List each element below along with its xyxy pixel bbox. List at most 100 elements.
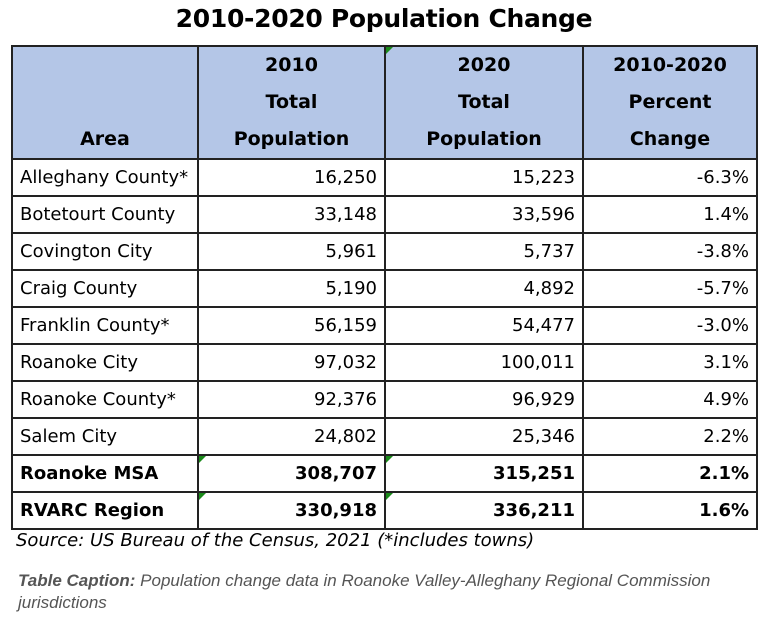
cell-pop2010: 5,961 — [197, 232, 386, 271]
cell-change: -5.7% — [582, 269, 758, 308]
cell-change: 2.2% — [582, 417, 758, 456]
header-2010-population: 2010 Total Population — [197, 45, 386, 160]
header-line: 2010 — [265, 54, 318, 76]
comment-marker-icon — [199, 456, 206, 463]
cell-value: 330,918 — [295, 500, 377, 521]
cell-value: 2.1% — [699, 463, 749, 484]
header-2020-population: 2020 Total Population — [384, 45, 584, 160]
cell-change: 4.9% — [582, 380, 758, 419]
population-table: Area 2010 Total Population 2020 Total Populati… — [11, 45, 758, 530]
cell-pop2010: 92,376 — [197, 380, 386, 419]
cell-value: 33,596 — [512, 204, 575, 225]
cell-value: 1.6% — [699, 500, 749, 521]
header-line: Percent — [628, 91, 712, 113]
table-title: 2010-2020 Population Change — [175, 4, 593, 33]
cell-value: 5,737 — [523, 241, 575, 262]
cell-value: 56,159 — [314, 315, 377, 336]
header-line: Total — [458, 91, 510, 113]
cell-value: 3.1% — [703, 352, 749, 373]
cell-pop2020: 96,929 — [384, 380, 584, 419]
cell-value: Alleghany County* — [20, 167, 189, 188]
cell-pop2020: 5,737 — [384, 232, 584, 271]
cell-value: -6.3% — [696, 167, 749, 188]
header-line: Population — [426, 128, 542, 150]
cell-pop2020: 54,477 — [384, 306, 584, 345]
cell-value: 54,477 — [512, 315, 575, 336]
header-line: Area — [80, 128, 130, 150]
header-line: 2010-2020 — [613, 54, 727, 76]
cell-value: 2.2% — [703, 426, 749, 447]
cell-value: 336,211 — [493, 500, 575, 521]
header-line: Population — [233, 128, 350, 150]
header-line: Change — [629, 128, 711, 150]
cell-value: 100,011 — [500, 352, 575, 373]
cell-change: 2.1% — [582, 454, 758, 493]
cell-area: Franklin County* — [11, 306, 199, 345]
cell-value: Covington City — [20, 241, 153, 262]
cell-pop2010: 308,707 — [197, 454, 386, 493]
cell-value: 16,250 — [314, 167, 377, 188]
cell-value: 25,346 — [512, 426, 575, 447]
cell-value: -3.0% — [696, 315, 749, 336]
table-row: Alleghany County* 16,250 15,223 -6.3% — [11, 158, 758, 197]
cell-change: 3.1% — [582, 343, 758, 382]
table-row: Botetourt County 33,148 33,596 1.4% — [11, 195, 758, 234]
header-area: Area — [11, 45, 199, 160]
cell-value: 315,251 — [493, 463, 575, 484]
cell-area: Roanoke City — [11, 343, 199, 382]
cell-value: Botetourt County — [20, 204, 176, 225]
table-row: Roanoke County* 92,376 96,929 4.9% — [11, 380, 758, 419]
table-row: Salem City 24,802 25,346 2.2% — [11, 417, 758, 456]
table-row: Craig County 5,190 4,892 -5.7% — [11, 269, 758, 308]
comment-marker-icon — [386, 493, 393, 500]
cell-value: Salem City — [20, 426, 118, 447]
cell-area: RVARC Region — [11, 491, 199, 530]
cell-area: Salem City — [11, 417, 199, 456]
cell-pop2010: 5,190 — [197, 269, 386, 308]
cell-pop2010: 97,032 — [197, 343, 386, 382]
cell-pop2010: 24,802 — [197, 417, 386, 456]
cell-area: Craig County — [11, 269, 199, 308]
cell-value: -5.7% — [696, 278, 749, 299]
cell-area: Alleghany County* — [11, 158, 199, 197]
cell-pop2020: 25,346 — [384, 417, 584, 456]
cell-area: Covington City — [11, 232, 199, 271]
cell-value: 33,148 — [314, 204, 377, 225]
cell-change: -6.3% — [582, 158, 758, 197]
header-percent-change: 2010-2020 Percent Change — [582, 45, 758, 160]
cell-area: Roanoke County* — [11, 380, 199, 419]
comment-marker-icon — [386, 47, 393, 54]
cell-pop2010: 330,918 — [197, 491, 386, 530]
header-line: 2020 — [457, 54, 511, 76]
cell-pop2020: 4,892 — [384, 269, 584, 308]
cell-pop2020: 336,211 — [384, 491, 584, 530]
cell-pop2010: 16,250 — [197, 158, 386, 197]
cell-pop2020: 15,223 — [384, 158, 584, 197]
cell-value: 96,929 — [512, 389, 575, 410]
cell-change: 1.4% — [582, 195, 758, 234]
cell-change: -3.0% — [582, 306, 758, 345]
cell-value: 4,892 — [523, 278, 575, 299]
cell-pop2010: 56,159 — [197, 306, 386, 345]
cell-value: Franklin County* — [20, 315, 170, 336]
comment-marker-icon — [386, 456, 393, 463]
cell-change: -3.8% — [582, 232, 758, 271]
source-note: Source: US Bureau of the Census, 2021 (*… — [16, 530, 535, 551]
table-row: Covington City 5,961 5,737 -3.8% — [11, 232, 758, 271]
cell-value: Craig County — [20, 278, 138, 299]
cell-value: -3.8% — [696, 241, 749, 262]
cell-value: 24,802 — [314, 426, 377, 447]
cell-value: 15,223 — [512, 167, 575, 188]
cell-change: 1.6% — [582, 491, 758, 530]
cell-value: 1.4% — [703, 204, 749, 225]
caption-text: Population change data in Roanoke Valley… — [18, 571, 711, 612]
caption-label: Table Caption: — [18, 571, 136, 590]
header-row: Area 2010 Total Population 2020 Total Populati… — [11, 45, 758, 160]
cell-value: Roanoke MSA — [20, 463, 159, 484]
table-row: RVARC Region 330,918 336,211 1.6% — [11, 491, 758, 530]
table-caption: Table Caption: Population change data in… — [18, 570, 718, 614]
cell-area: Roanoke MSA — [11, 454, 199, 493]
header-line: Total — [265, 91, 318, 113]
table-row: Roanoke City 97,032 100,011 3.1% — [11, 343, 758, 382]
cell-value: Roanoke County* — [20, 389, 176, 410]
